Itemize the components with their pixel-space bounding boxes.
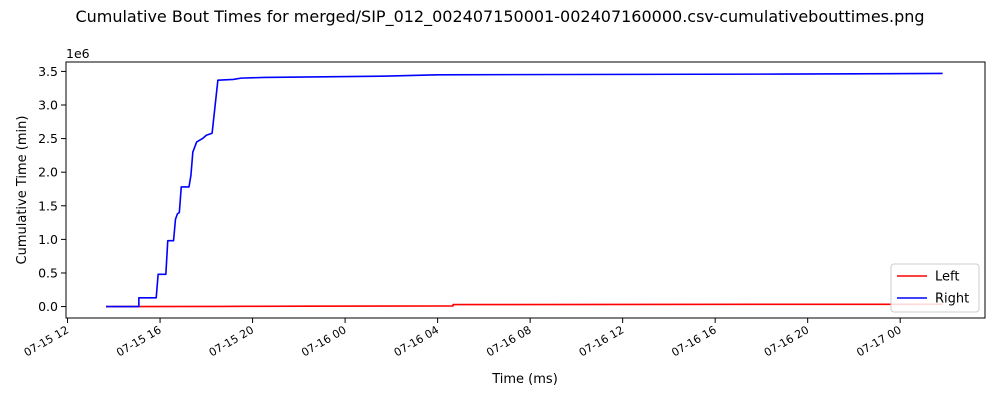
- x-axis: 07-15 12 07-15 16 07-15 20 07-16 00 07-16 04…: [22, 318, 904, 359]
- y-tick-label: 2.5: [38, 131, 58, 146]
- y-axis-label: Cumulative Time (min): [15, 116, 30, 265]
- series-line-right: [106, 72, 943, 308]
- y-tick-label: 1.5: [38, 198, 58, 213]
- x-tick-label: 07-17 00: [854, 323, 903, 359]
- x-axis-label: Time (ms): [491, 372, 558, 387]
- plot-area: [66, 62, 985, 318]
- x-tick-label: 07-16 00: [299, 323, 348, 359]
- x-tick-label: 07-15 16: [114, 323, 163, 359]
- y-tick-label: 3.0: [38, 98, 58, 113]
- x-tick-label: 07-16 12: [577, 323, 626, 359]
- x-tick-label: 07-15 20: [207, 323, 256, 359]
- x-tick-label: 07-16 08: [484, 323, 533, 359]
- plot-frame: [65, 61, 986, 319]
- x-tick-label: 07-16 20: [762, 323, 811, 359]
- series-line-left: [106, 303, 943, 308]
- y-tick-label: 2.0: [38, 165, 58, 180]
- legend-label-left: Left: [935, 270, 959, 285]
- y-offset-label: 1e6: [66, 46, 90, 61]
- y-tick-label: 1.0: [38, 232, 58, 247]
- legend: Left Right: [890, 263, 980, 313]
- series-layer: [106, 72, 943, 308]
- y-axis: 0.0 0.5 1.0 1.5 2.0 2.5 3.0 3.5: [38, 64, 66, 314]
- y-tick-label: 0.5: [38, 265, 58, 280]
- x-tick-label: 07-16 16: [669, 323, 718, 359]
- y-tick-label: 0.0: [38, 299, 58, 314]
- chart-title: Cumulative Bout Times for merged/SIP_012…: [75, 7, 924, 27]
- y-tick-label: 3.5: [38, 64, 58, 79]
- x-tick-label: 07-15 12: [22, 323, 71, 359]
- x-tick-label: 07-16 04: [392, 323, 441, 359]
- legend-label-right: Right: [935, 292, 969, 307]
